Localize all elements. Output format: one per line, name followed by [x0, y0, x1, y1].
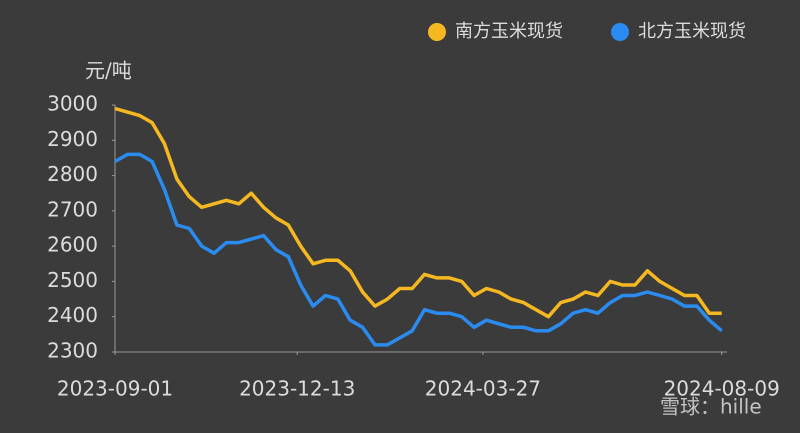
y-tick-label: 2500: [47, 268, 98, 292]
x-tick-label: 2024-03-27: [425, 377, 541, 401]
series-line: [114, 152, 723, 347]
legend-swatch: [611, 23, 629, 41]
x-tick-label: 2023-12-13: [239, 377, 355, 401]
legend-label: 北方玉米现货: [638, 21, 746, 42]
legend-label: 南方玉米现货: [455, 21, 563, 42]
legend-swatch: [428, 23, 446, 41]
y-tick-label: 2300: [47, 339, 98, 363]
watermark: 雪球：hille: [660, 395, 762, 419]
y-tick-label: 2600: [47, 233, 98, 257]
y-tick-label: 2800: [47, 162, 98, 186]
y-tick-label: 3000: [47, 92, 98, 116]
series-line: [114, 106, 722, 319]
y-tick-label: 2700: [47, 197, 98, 221]
y-unit: 元/吨: [85, 59, 132, 83]
x-tick-label: 2024-08-09: [664, 377, 780, 401]
y-tick-label: 2900: [47, 127, 98, 151]
y-tick-label: 2400: [47, 303, 98, 327]
x-tick-label: 2023-09-01: [57, 377, 173, 401]
